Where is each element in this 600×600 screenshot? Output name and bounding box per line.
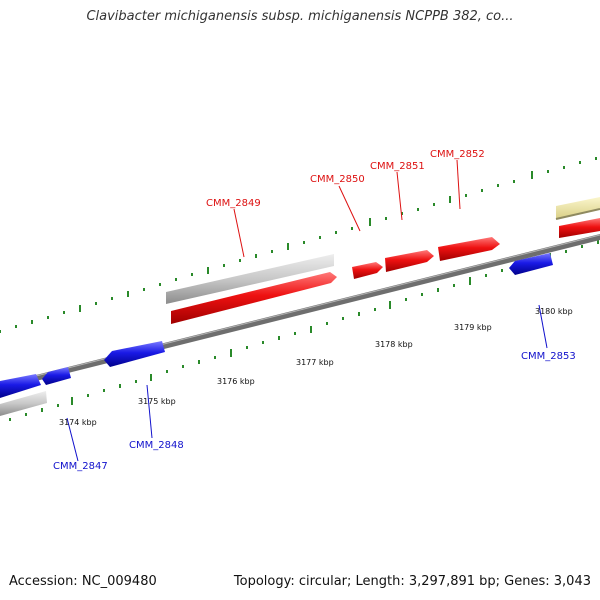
gene-cmm-2850[interactable] [352,262,383,279]
gene-cmm-2853[interactable] [509,253,553,275]
accession-text: Accession: NC_009480 [9,574,157,589]
gene-cmm-2847[interactable] [42,367,71,385]
map-title: Clavibacter michiganensis subsp. michiga… [86,9,514,24]
label-cmm-2848: CMM_2848 [129,440,184,451]
upper-tick-row [0,157,597,333]
scale-label-3180: 3180 kbp [535,307,573,316]
gene-cmm-2852[interactable] [438,237,500,261]
scale-label-3177: 3177 kbp [296,358,334,367]
scale-label-3176: 3176 kbp [217,377,255,386]
genome-summary-text: Topology: circular; Length: 3,297,891 bp… [233,574,591,589]
gene-right-edge-forward[interactable] [559,218,600,238]
gene-cmm-2851[interactable] [385,250,434,272]
gray-feature-cmm-2849[interactable] [166,254,334,304]
scale-label-3179: 3179 kbp [454,323,492,332]
gene-left-edge-reverse[interactable] [0,374,41,398]
scale-label-3175: 3175 kbp [138,397,176,406]
gray-feature-left-edge[interactable] [0,391,47,416]
gene-cmm-2848[interactable] [104,341,165,367]
feature-right-edge-yellow[interactable] [555,197,600,220]
gene-cmm-2849[interactable] [171,272,337,324]
label-cmm-2850: CMM_2850 [310,174,365,185]
label-cmm-2853: CMM_2853 [521,351,576,362]
label-cmm-2851: CMM_2851 [370,161,425,172]
forward-leader-lines [233,159,461,258]
lower-tick-row [9,240,599,421]
reverse-leader-lines [66,304,548,462]
scale-label-3174: 3174 kbp [59,418,97,427]
scale-label-3178: 3178 kbp [375,340,413,349]
label-cmm-2852: CMM_2852 [430,149,485,160]
label-cmm-2847: CMM_2847 [53,461,108,472]
label-cmm-2849: CMM_2849 [206,198,261,209]
